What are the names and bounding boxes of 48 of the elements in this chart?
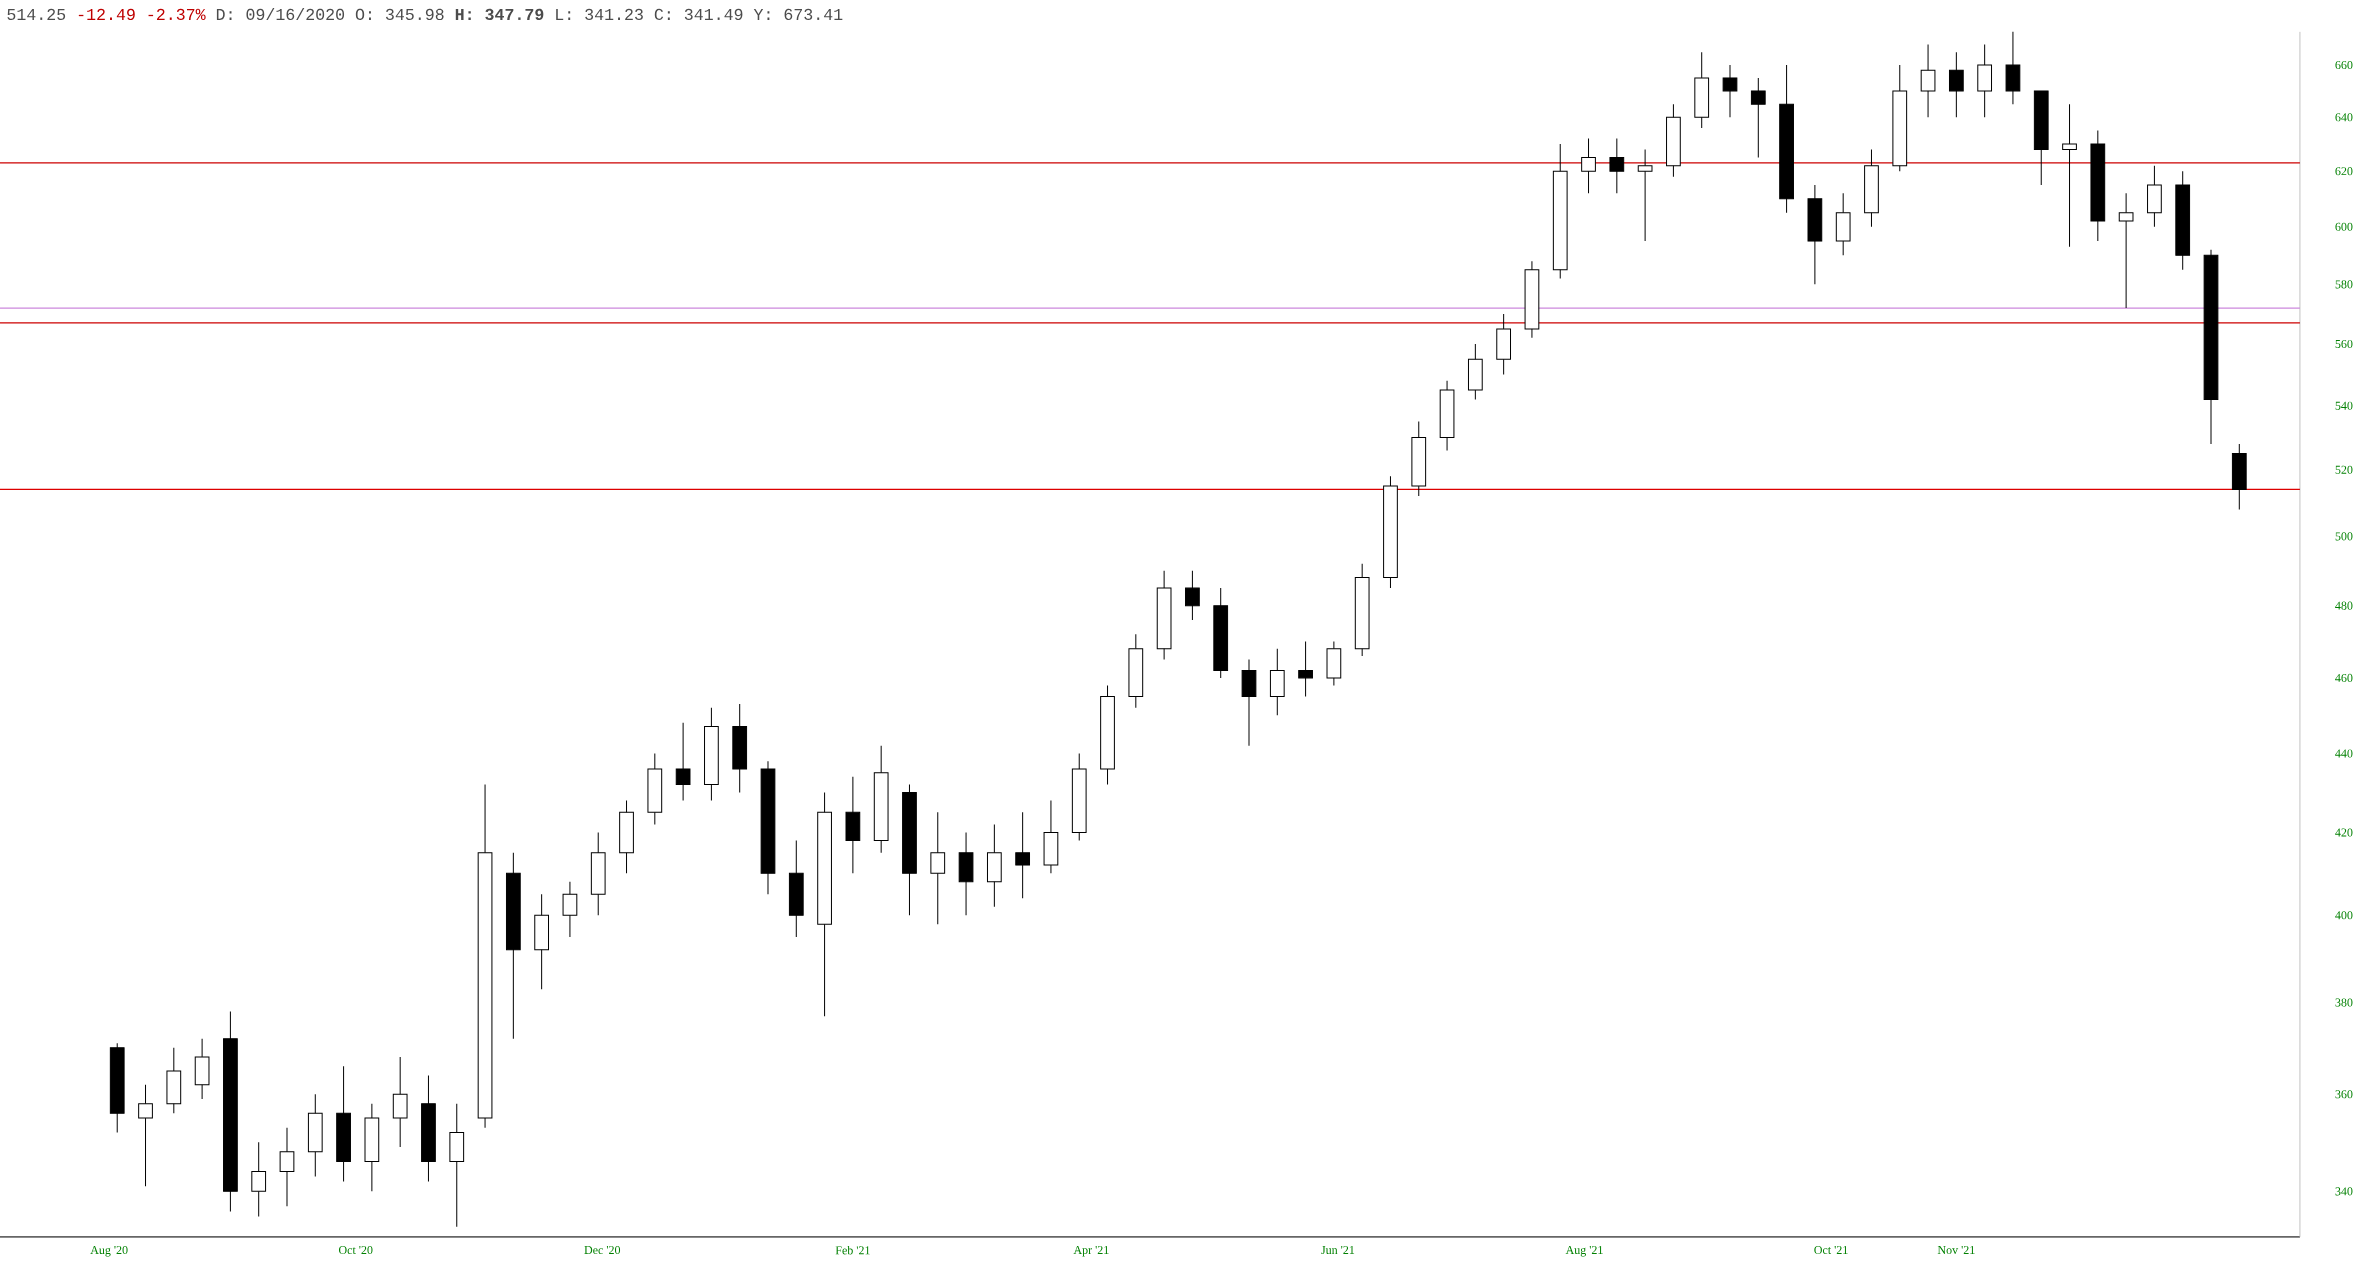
text: -12.49 -2.37%	[78, 8, 206, 21]
candlestick	[562, 881, 578, 938]
x-tick-label: Oct '20	[338, 1245, 373, 1255]
y-tick-label: 520	[2335, 465, 2353, 474]
y-tick-label: 460	[2335, 673, 2353, 682]
y-tick-label: 580	[2335, 280, 2353, 289]
candlestick	[279, 1127, 295, 1207]
candlestick	[930, 811, 946, 925]
y-tick-label: 540	[2335, 401, 2353, 410]
candlestick	[1609, 138, 1625, 194]
candlestick	[675, 722, 691, 801]
candlestick	[1948, 51, 1964, 118]
x-tick-label: Feb '21	[835, 1245, 870, 1255]
y-tick-label: 660	[2335, 60, 2353, 70]
candlestick	[1015, 811, 1031, 899]
candlestick	[1920, 43, 1936, 118]
y-tick-label: 560	[2335, 339, 2353, 348]
candlestick	[138, 1084, 153, 1187]
x-tick-label: Jun '21	[1321, 1245, 1355, 1255]
x-tick-label: Apr '21	[1073, 1245, 1109, 1257]
text: 514.25	[7, 8, 66, 21]
y-tick-label: 400	[2335, 911, 2353, 920]
y-tick-label: 420	[2335, 828, 2353, 837]
candlestick	[251, 1141, 267, 1217]
x-tick-label: Oct '21	[1814, 1245, 1848, 1255]
y-tick-label: 480	[2335, 601, 2353, 610]
candlestick	[1581, 138, 1596, 194]
y-tick-label: 360	[2335, 1090, 2353, 1099]
y-tick-label: 620	[2335, 167, 2353, 176]
candlestick	[1185, 570, 1200, 621]
x-tick-label: Dec '20	[584, 1245, 621, 1255]
candlestick	[1637, 148, 1653, 242]
x-tick-label: Aug '21	[1565, 1245, 1603, 1257]
y-tick-label: 440	[2335, 749, 2353, 758]
y-tick-label: 600	[2335, 222, 2353, 231]
candlestick	[2062, 103, 2077, 248]
candlestick	[1722, 64, 1738, 118]
x-tick-label: Nov '21	[1937, 1245, 1975, 1255]
x-tick-label: Aug '20	[90, 1245, 128, 1257]
y-tick-label: 380	[2335, 998, 2353, 1007]
y-tick-label: 500	[2335, 532, 2353, 541]
candlestick	[2118, 192, 2134, 309]
y-tick-label: 640	[2335, 113, 2353, 122]
candlestick	[392, 1056, 408, 1148]
candlestick	[1298, 640, 1313, 698]
y-tick-label: 340	[2335, 1187, 2353, 1196]
candlestick	[1750, 77, 1766, 159]
text: D: 09/16/2020 O: 345.98 H: 347.79 L: 341.23 C: 341.49 Y: 673.41	[216, 7, 843, 21]
